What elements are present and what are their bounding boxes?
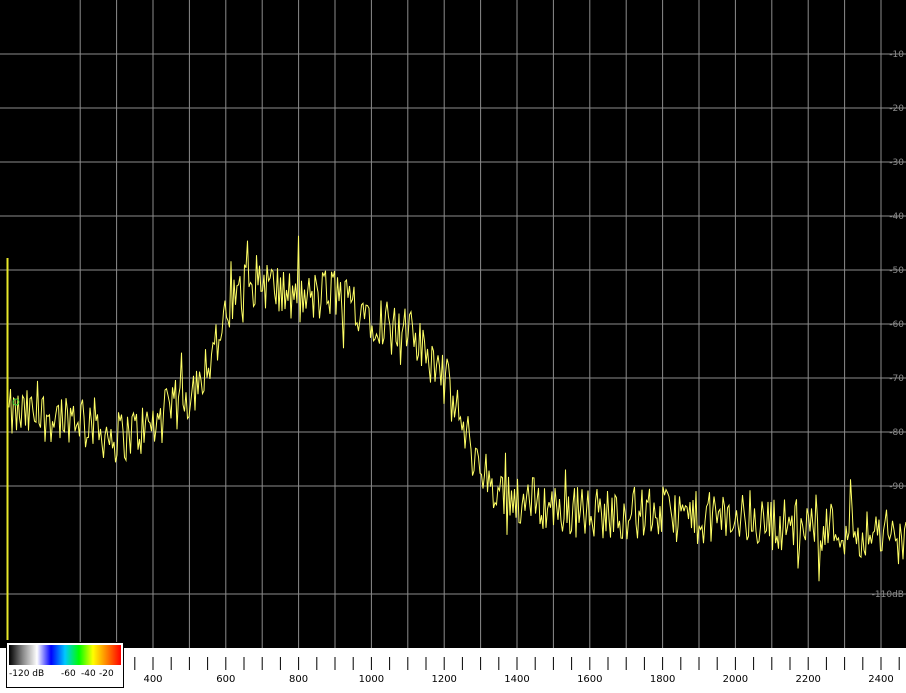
y-tick-label: -60 [889,320,904,330]
color-scale-svg: -120 dB -60 -40 -20 [9,645,121,679]
x-tick-label: 400 [143,674,162,685]
x-tick-label: 1200 [431,674,456,685]
x-tick-label: 1600 [577,674,602,685]
spectrum-trace [8,235,906,582]
color-scale-label-20: -20 [99,669,114,679]
y-tick-label: -90 [889,482,904,492]
x-tick-label: 1800 [650,674,675,685]
x-tick-label: 2400 [868,674,893,685]
color-scale-label-min: -120 dB [9,669,44,679]
y-tick-label: -10 [889,50,904,60]
x-tick-label: 1400 [504,674,529,685]
x-tick-label: 2000 [723,674,748,685]
y-tick-label: -40 [889,212,904,222]
color-scale-gradient [9,645,121,665]
y-tick-label: -30 [889,158,904,168]
x-tick-label: 1000 [359,674,384,685]
color-scale-legend: -120 dB -60 -40 -20 [6,642,124,688]
y-tick-label: -20 [889,104,904,114]
x-tick-label: 2200 [795,674,820,685]
y-tick-label: -70 [889,374,904,384]
x-tick-label: 600 [216,674,235,685]
x-tick-label: 800 [289,674,308,685]
color-scale-label-60: -60 [61,669,76,679]
cursor-marker [12,398,20,406]
y-tick-label: -110dB [872,590,904,600]
y-tick-label: -50 [889,266,904,276]
y-tick-label: -80 [889,428,904,438]
color-scale-label-40: -40 [81,669,96,679]
